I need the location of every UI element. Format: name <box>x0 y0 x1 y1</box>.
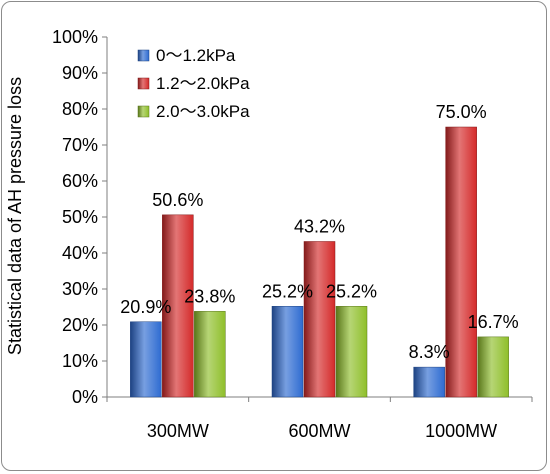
y-axis-label: Statistical data of AH pressure loss <box>5 77 25 355</box>
bar <box>445 126 477 398</box>
bar <box>271 306 304 398</box>
y-tick-label: 20% <box>62 315 98 335</box>
data-label: 25.2% <box>326 281 377 301</box>
x-tick-label: 600MW <box>288 421 350 441</box>
legend-swatch <box>137 105 150 118</box>
bar <box>130 321 162 398</box>
bar <box>194 311 226 398</box>
legend-label: 1.2～2.0kPa <box>156 74 250 93</box>
y-tick-label: 10% <box>62 351 98 371</box>
bar <box>413 366 445 398</box>
y-tick-label: 80% <box>62 99 98 119</box>
y-tick-label: 90% <box>62 63 98 83</box>
data-label: 43.2% <box>294 216 345 236</box>
legend: 0～1.2kPa 1.2～2.0kPa 2.0～3.0kPa <box>137 46 250 121</box>
bars <box>130 126 509 398</box>
data-label: 75.0% <box>436 102 487 122</box>
bar <box>335 306 368 398</box>
bar <box>477 336 509 398</box>
y-tick-label: 100% <box>52 27 98 47</box>
legend-swatch <box>137 77 150 90</box>
x-tick-label: 300MW <box>147 421 209 441</box>
data-label: 20.9% <box>120 297 171 317</box>
x-tick-label: 1000MW <box>425 421 497 441</box>
y-tick-label: 0% <box>72 387 98 407</box>
data-label: 23.8% <box>184 286 235 306</box>
bar <box>303 241 336 398</box>
data-label: 16.7% <box>468 312 519 332</box>
y-tick-label: 50% <box>62 207 98 227</box>
axes: 0% 10% 20% 30% 40% 50% 60% 70% 80% 90% 100% 300MW 60… <box>52 27 533 441</box>
y-tick-label: 30% <box>62 279 98 299</box>
y-tick-label: 60% <box>62 171 98 191</box>
bar <box>162 214 194 398</box>
y-tick-label: 40% <box>62 243 98 263</box>
data-label: 25.2% <box>262 281 313 301</box>
y-tick-label: 70% <box>62 135 98 155</box>
legend-swatch <box>137 49 150 62</box>
legend-label: 2.0～3.0kPa <box>156 102 250 121</box>
data-label: 8.3% <box>409 342 450 362</box>
data-label: 50.6% <box>152 190 203 210</box>
data-labels: 20.9% 50.6% 23.8% 25.2% 43.2% 25.2% 8.3% 75.0% 1… <box>120 102 518 362</box>
legend-label: 0～1.2kPa <box>156 46 236 65</box>
